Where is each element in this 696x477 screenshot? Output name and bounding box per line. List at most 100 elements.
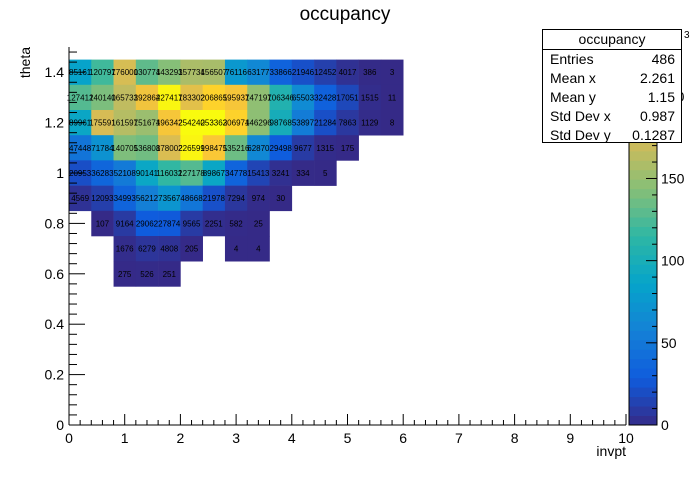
heatmap-cell xyxy=(247,210,270,237)
heatmap-cell xyxy=(158,110,181,136)
heatmap-cell xyxy=(135,261,159,287)
colorbar-segment xyxy=(629,406,657,416)
cell-value-label: 107 xyxy=(96,219,110,228)
cell-value-label: 254240 xyxy=(178,119,205,128)
cell-value-label: 12452 xyxy=(314,68,337,77)
colorbar-segment xyxy=(629,141,657,152)
heatmap-cell xyxy=(202,84,226,111)
cell-value-label: 30 xyxy=(276,194,285,203)
heatmap-cell xyxy=(202,160,226,186)
cell-value-label: 106346 xyxy=(267,93,294,102)
heatmap-cell xyxy=(336,59,359,86)
stats-label: Entries xyxy=(550,51,594,67)
heatmap-cell xyxy=(202,185,226,212)
heatmap-cell xyxy=(113,210,137,237)
heatmap-cell xyxy=(314,59,337,86)
colorbar-segment xyxy=(629,236,657,246)
cell-value-label: 7863 xyxy=(339,119,357,128)
cell-value-label: 157734 xyxy=(178,68,205,77)
cell-value-label: 4 xyxy=(234,245,239,254)
colorbar-segment xyxy=(629,311,657,322)
cell-value-label: 1129 xyxy=(361,119,379,128)
cell-value-label: 140140 xyxy=(89,93,116,102)
heatmap-cell xyxy=(269,84,293,111)
heatmap-cell xyxy=(158,135,181,161)
y-tick-label: 0.2 xyxy=(45,367,65,383)
y-tick-label: 0.6 xyxy=(45,266,65,282)
heatmap-cell xyxy=(291,160,315,186)
cell-value-label: 205 xyxy=(185,245,199,254)
cell-value-label: 52108 xyxy=(114,169,137,178)
heatmap-cell xyxy=(269,160,293,186)
cell-value-label: 36283 xyxy=(91,169,114,178)
heatmap-cell xyxy=(135,59,159,86)
x-tick-label: 6 xyxy=(399,430,407,446)
y-tick-label: 0 xyxy=(56,417,64,433)
heatmap-cell xyxy=(113,185,137,212)
colorbar-segment xyxy=(629,358,657,369)
heatmap-cell xyxy=(180,160,203,186)
x-tick-label: 3 xyxy=(232,430,240,446)
heatmap-cell xyxy=(180,59,203,86)
heatmap-cell xyxy=(358,59,382,86)
heatmap-cell xyxy=(314,135,337,161)
cell-value-label: 63177 xyxy=(247,68,270,77)
heatmap-cell xyxy=(135,160,159,186)
x-tick-label: 8 xyxy=(511,430,519,446)
cell-value-label: 15413 xyxy=(247,169,270,178)
cell-value-label: 71784 xyxy=(91,144,114,153)
x-tick-label: 1 xyxy=(121,430,129,446)
cell-value-label: 48668 xyxy=(180,194,203,203)
x-tick-label: 4 xyxy=(288,430,296,446)
x-tick-label: 5 xyxy=(344,430,352,446)
heatmap-cell xyxy=(180,110,203,136)
cell-value-label: 156507 xyxy=(200,68,227,77)
heatmap-cell xyxy=(224,210,248,237)
cell-value-label: 140705 xyxy=(111,144,138,153)
cell-value-label: 34778 xyxy=(225,169,248,178)
cell-value-label: 33866 xyxy=(270,68,293,77)
cell-value-label: 34993 xyxy=(114,194,137,203)
cell-value-label: 253363 xyxy=(200,119,227,128)
cell-value-label: 1515 xyxy=(361,93,379,102)
heatmap-cell xyxy=(314,84,337,111)
x-tick-label: 7 xyxy=(455,430,463,446)
heatmap-cell xyxy=(336,135,359,161)
heatmap-cell xyxy=(336,110,359,136)
heatmap-cell xyxy=(135,135,159,161)
stats-label: Std Dev x xyxy=(550,108,611,124)
heatmap-cell xyxy=(224,135,248,161)
heatmap-cell xyxy=(224,185,248,212)
heatmap-cell xyxy=(269,185,293,212)
cell-value-label: 192864 xyxy=(134,93,161,102)
cell-value-label: 73567 xyxy=(158,194,181,203)
colorbar-tick-label: 50 xyxy=(661,335,677,351)
cell-value-label: 275 xyxy=(118,270,132,279)
colorbar-segment xyxy=(629,188,657,199)
cell-value-label: 206865 xyxy=(200,93,227,102)
heatmap-cell xyxy=(224,84,248,111)
cell-value-label: 25 xyxy=(254,219,263,228)
colorbar-segment xyxy=(629,349,657,360)
cell-value-label: 151674 xyxy=(134,119,161,128)
cell-value-label: 206974 xyxy=(223,119,250,128)
cell-value-label: 9565 xyxy=(183,219,201,228)
heatmap-cell xyxy=(91,59,114,86)
cell-value-label: 127412 xyxy=(67,93,94,102)
heatmap-cell xyxy=(314,160,337,186)
heatmap-cell xyxy=(158,210,181,237)
colorbar-segment xyxy=(629,339,657,350)
colorbar-segment xyxy=(629,150,657,161)
heatmap-cell xyxy=(113,160,137,186)
heatmap-cell xyxy=(91,135,114,161)
cell-value-label: 251 xyxy=(163,270,177,279)
heatmap-cell xyxy=(247,135,270,161)
cell-value-label: 334 xyxy=(296,169,310,178)
stats-row: Entries 486 xyxy=(543,50,681,69)
heatmap-cell xyxy=(291,59,315,86)
cell-value-label: 27874 xyxy=(158,219,181,228)
colorbar-segment xyxy=(629,160,657,171)
heatmap-cell xyxy=(180,84,203,111)
heatmap-cell xyxy=(180,185,203,212)
